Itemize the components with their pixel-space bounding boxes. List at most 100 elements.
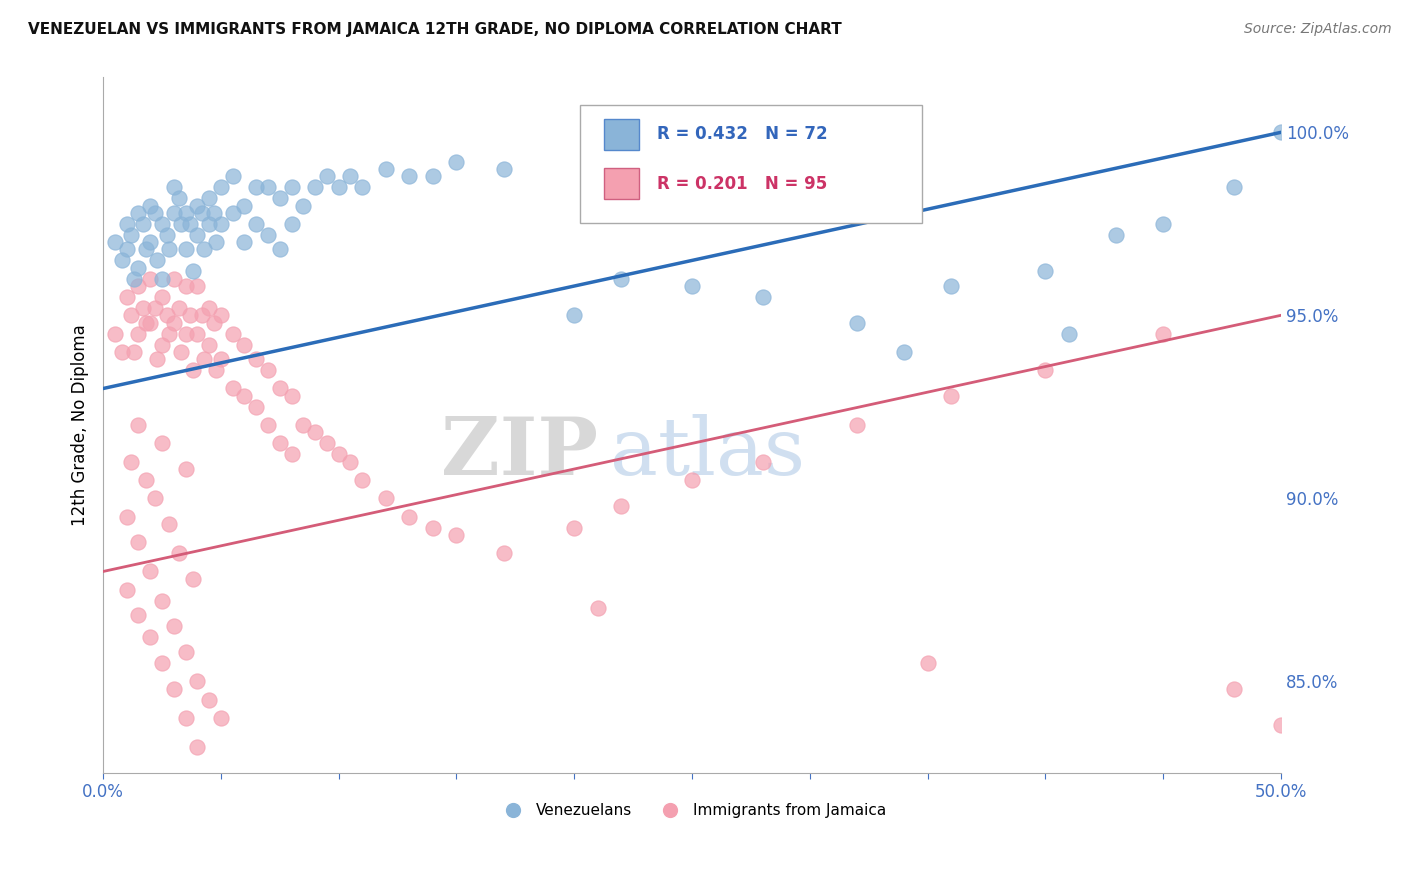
Point xyxy=(209,711,232,725)
Point xyxy=(157,516,180,531)
Point xyxy=(233,235,256,249)
Point xyxy=(269,191,291,205)
Point xyxy=(150,337,173,351)
Point xyxy=(492,546,515,560)
Point xyxy=(233,389,256,403)
Point xyxy=(422,520,444,534)
Point xyxy=(492,161,515,176)
Point xyxy=(1270,125,1292,139)
Point xyxy=(156,308,179,322)
Text: VENEZUELAN VS IMMIGRANTS FROM JAMAICA 12TH GRADE, NO DIPLOMA CORRELATION CHART: VENEZUELAN VS IMMIGRANTS FROM JAMAICA 12… xyxy=(28,22,842,37)
Point xyxy=(143,491,166,506)
Point xyxy=(422,169,444,184)
Point xyxy=(127,260,149,275)
Point xyxy=(167,191,190,205)
Point xyxy=(186,674,208,689)
Point xyxy=(104,235,127,249)
Point xyxy=(163,316,186,330)
Point xyxy=(269,243,291,257)
Point xyxy=(120,227,142,242)
Point xyxy=(221,206,243,220)
Point xyxy=(328,447,350,461)
Point xyxy=(150,290,173,304)
Point xyxy=(245,180,267,194)
Point xyxy=(221,326,243,341)
Point xyxy=(139,271,162,285)
Point xyxy=(245,217,267,231)
Point xyxy=(1223,681,1246,696)
Point xyxy=(115,243,138,257)
Point xyxy=(352,180,374,194)
Point xyxy=(193,352,215,367)
Point xyxy=(143,206,166,220)
Point xyxy=(120,455,142,469)
Point xyxy=(191,308,214,322)
Text: R = 0.201   N = 95: R = 0.201 N = 95 xyxy=(657,175,827,193)
Point xyxy=(917,656,939,670)
Point xyxy=(115,290,138,304)
Point xyxy=(135,243,157,257)
Point xyxy=(209,308,232,322)
Point xyxy=(157,326,180,341)
Point xyxy=(339,169,361,184)
Point xyxy=(170,345,193,359)
Point xyxy=(845,418,868,433)
Point xyxy=(139,631,162,645)
Point xyxy=(209,352,232,367)
Point xyxy=(174,243,197,257)
Point xyxy=(339,455,361,469)
Point xyxy=(115,217,138,231)
Point xyxy=(127,279,149,293)
Point xyxy=(143,301,166,315)
Point xyxy=(269,436,291,450)
Point xyxy=(233,198,256,212)
Point xyxy=(292,418,315,433)
Point xyxy=(139,316,162,330)
Point xyxy=(1152,217,1174,231)
Point xyxy=(610,499,633,513)
Point xyxy=(181,363,204,377)
Point xyxy=(202,316,225,330)
Point xyxy=(163,271,186,285)
Point xyxy=(316,169,339,184)
Point xyxy=(179,217,201,231)
Point xyxy=(135,473,157,487)
Point xyxy=(941,389,963,403)
Point xyxy=(1270,718,1292,732)
Point xyxy=(562,308,585,322)
Legend: Venezuelans, Immigrants from Jamaica: Venezuelans, Immigrants from Jamaica xyxy=(492,797,893,824)
Point xyxy=(163,619,186,633)
Point xyxy=(1035,363,1057,377)
Bar xyxy=(603,120,640,151)
Point xyxy=(198,301,221,315)
Point xyxy=(202,206,225,220)
Point xyxy=(280,217,302,231)
Point xyxy=(150,593,173,607)
Point xyxy=(104,326,127,341)
Point xyxy=(257,418,280,433)
Point xyxy=(174,279,197,293)
Point xyxy=(893,345,915,359)
Point xyxy=(150,436,173,450)
Point xyxy=(115,582,138,597)
Point xyxy=(127,326,149,341)
Point xyxy=(122,271,145,285)
Point xyxy=(132,217,155,231)
Point xyxy=(269,382,291,396)
Point xyxy=(751,290,773,304)
Point xyxy=(163,180,186,194)
Point xyxy=(174,711,197,725)
Point xyxy=(181,572,204,586)
Point xyxy=(146,253,169,268)
Point xyxy=(167,301,190,315)
Point xyxy=(233,337,256,351)
Point xyxy=(132,301,155,315)
Point xyxy=(111,345,134,359)
Point xyxy=(186,326,208,341)
Point xyxy=(111,253,134,268)
Point xyxy=(1152,326,1174,341)
Point xyxy=(1223,180,1246,194)
Point xyxy=(198,191,221,205)
Point xyxy=(610,271,633,285)
Point xyxy=(146,352,169,367)
